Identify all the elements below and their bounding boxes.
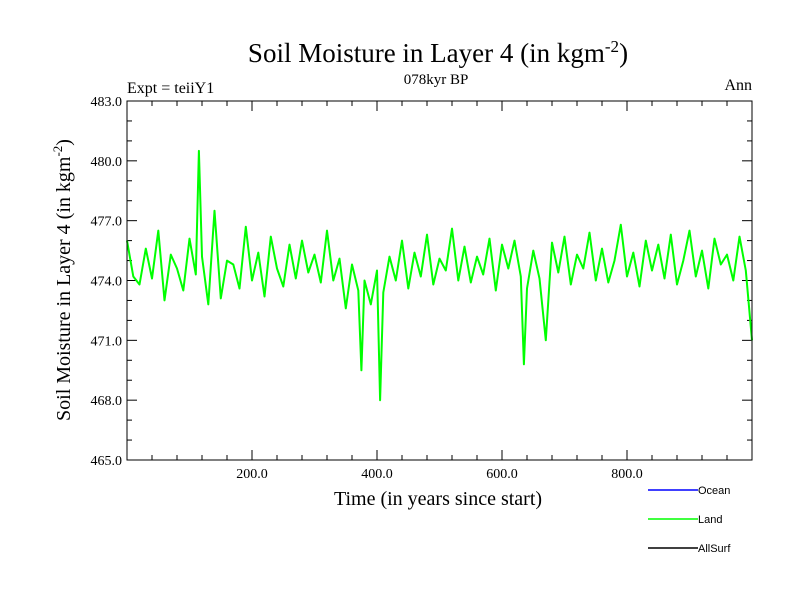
legend: Ocean Land AllSurf: [648, 485, 731, 555]
y-tick-label: 471.0: [91, 334, 123, 349]
x-tick-labels: 200.0 400.0 600.0 800.0: [236, 467, 643, 482]
series-line-land: [126, 149, 753, 402]
legend-label-allsurf: AllSurf: [698, 543, 731, 555]
x-tick-label: 400.0: [361, 467, 393, 482]
legend-label-ocean: Ocean: [698, 485, 730, 497]
y-tick-label: 468.0: [91, 394, 123, 409]
y-tick-label: 465.0: [91, 454, 123, 469]
y-tick-label: 480.0: [91, 155, 123, 170]
x-tick-label: 200.0: [236, 467, 268, 482]
x-axis-title: Time (in years since start): [334, 488, 542, 510]
plot-frame: [126, 100, 753, 461]
y-axis-title: Soil Moisture in Layer 4 (in kgm-2): [50, 139, 75, 421]
y-tick-label: 483.0: [91, 95, 123, 110]
x-tick-label: 800.0: [611, 467, 643, 482]
x-tick-label: 600.0: [486, 467, 518, 482]
y-tick-label: 477.0: [91, 215, 123, 230]
season-label: Ann: [724, 77, 752, 94]
experiment-label: Expt = teiiY1: [127, 80, 214, 97]
y-tick-label: 474.0: [91, 275, 123, 290]
chart-title: Soil Moisture in Layer 4 (in kgm-2): [248, 37, 628, 68]
legend-label-land: Land: [698, 514, 722, 526]
chart-subtitle: 078kyr BP: [404, 72, 469, 88]
series-layer: [126, 149, 753, 402]
y-tick-labels: 465.0 468.0 471.0 474.0 477.0 480.0 483.0: [91, 95, 123, 469]
